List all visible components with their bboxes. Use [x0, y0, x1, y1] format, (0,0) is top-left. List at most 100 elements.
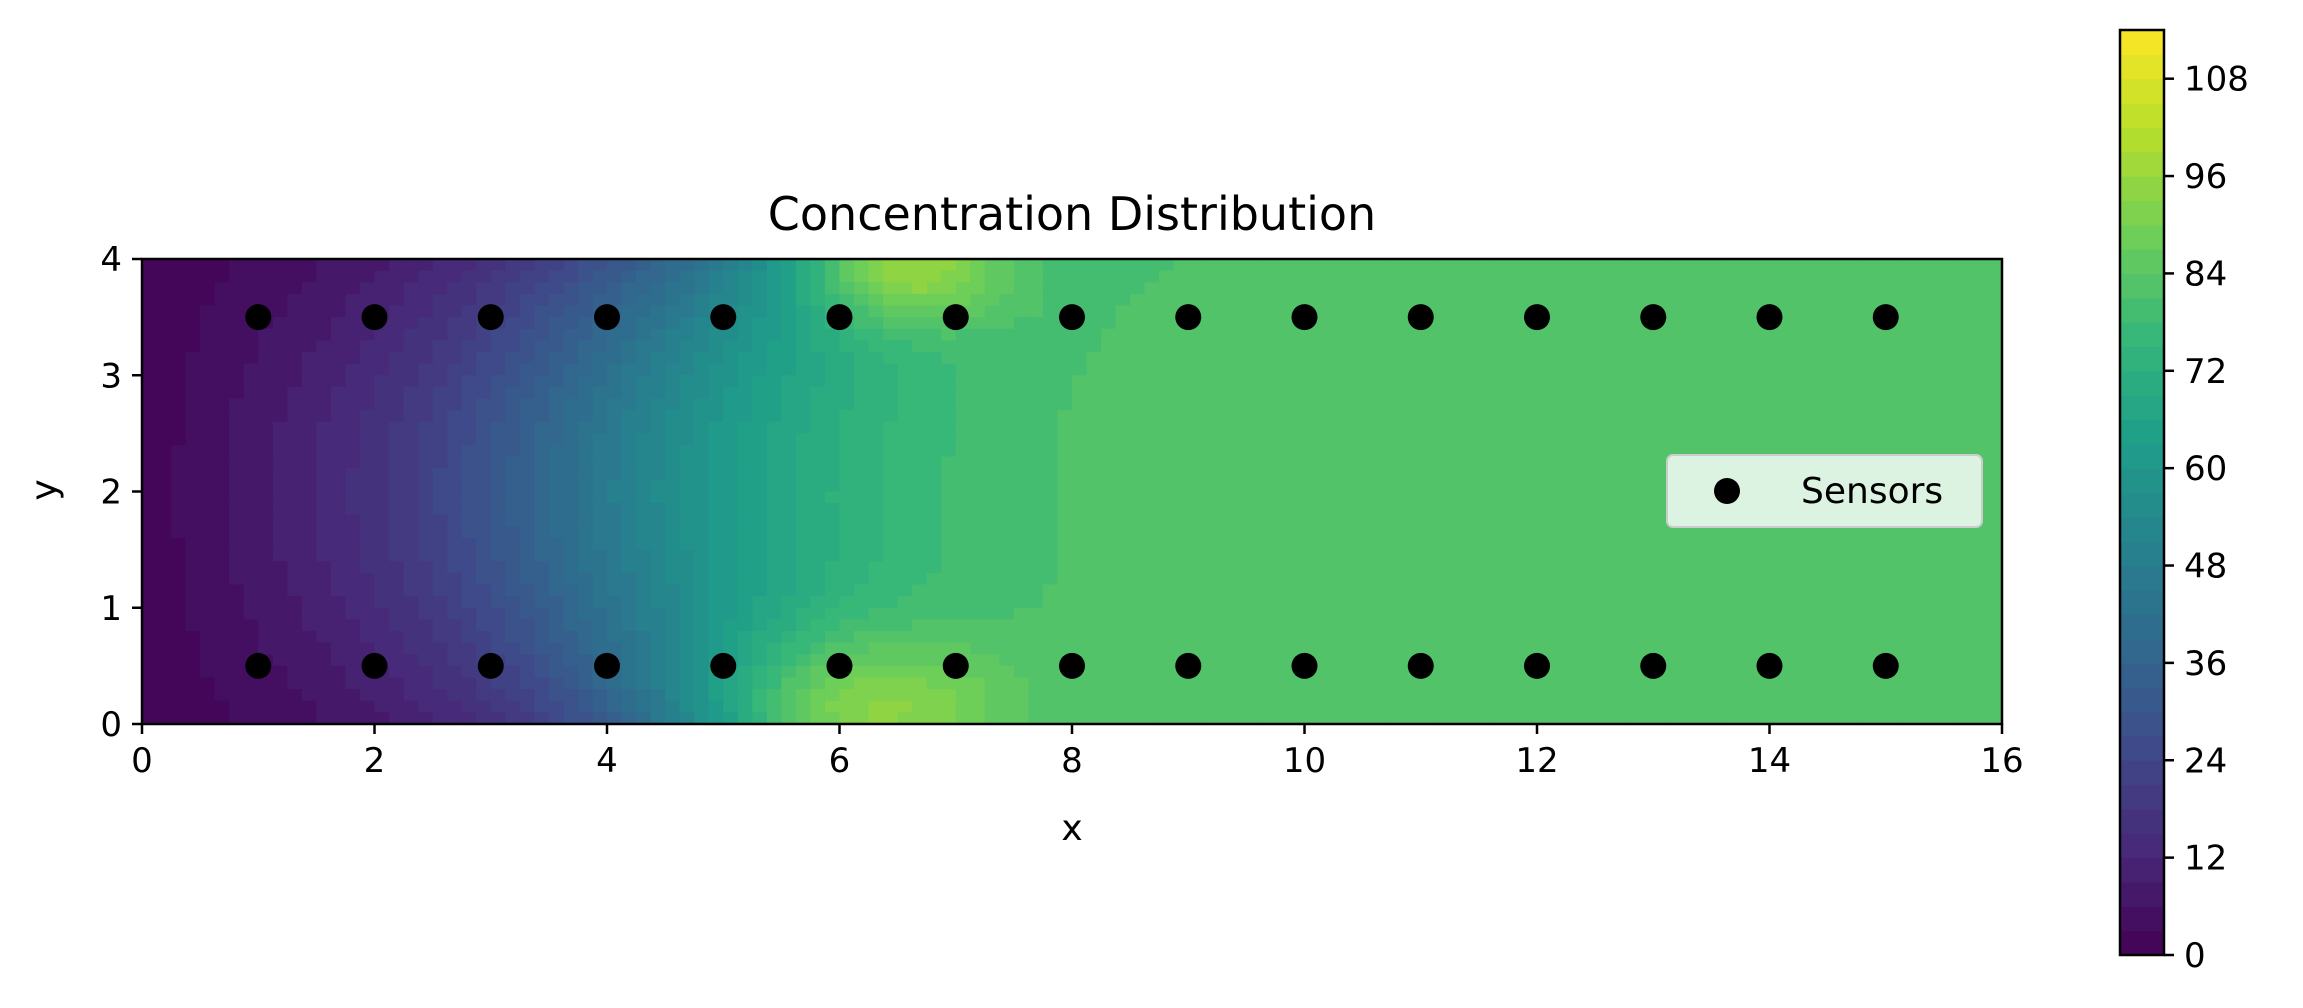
heatmap-cell [941, 433, 957, 446]
heatmap-cell [1333, 363, 1349, 376]
heatmap-cell [1042, 503, 1059, 516]
heatmap-cell [447, 328, 463, 341]
heatmap-cell [839, 421, 855, 434]
heatmap-cell [1696, 386, 1712, 400]
heatmap-cell [592, 282, 608, 295]
heatmap-cell [781, 456, 797, 469]
heatmap-cell [330, 491, 347, 504]
heatmap-cell [752, 538, 768, 551]
heatmap-cell [447, 631, 463, 644]
heatmap-cell [723, 689, 739, 702]
heatmap-cell [1682, 375, 1698, 388]
heatmap-cell [1566, 514, 1582, 527]
heatmap-cell [461, 445, 477, 458]
heatmap-cell [1042, 282, 1059, 295]
heatmap-cell [185, 503, 201, 516]
heatmap-cell [1435, 665, 1451, 679]
heatmap-cell [316, 340, 332, 353]
heatmap-cell [941, 259, 957, 272]
heatmap-cell [1391, 584, 1407, 597]
heatmap-cell [461, 305, 477, 318]
heatmap-cell [1537, 526, 1553, 539]
heatmap-cell [1231, 538, 1247, 551]
heatmap-cell [1115, 607, 1131, 620]
heatmap-cell [854, 433, 870, 446]
heatmap-cell [694, 259, 710, 272]
heatmap-cell [1929, 561, 1945, 574]
heatmap-cell [897, 386, 913, 400]
heatmap-cell [1072, 363, 1088, 376]
heatmap-cell [1667, 619, 1683, 632]
heatmap-cell [1900, 607, 1916, 620]
heatmap-cell [1493, 491, 1509, 504]
heatmap-cell [258, 352, 274, 365]
heatmap-cell [665, 491, 681, 504]
heatmap-cell [737, 317, 753, 330]
heatmap-cell [1667, 386, 1683, 400]
heatmap-cell [1013, 282, 1030, 295]
heatmap-cell [1595, 642, 1611, 655]
heatmap-cell [999, 479, 1015, 493]
heatmap-cell [1798, 584, 1814, 597]
heatmap-cell [1377, 468, 1393, 481]
heatmap-cell [1057, 561, 1073, 574]
heatmap-cell [563, 317, 579, 330]
heatmap-cell [665, 654, 681, 667]
heatmap-cell [1173, 479, 1189, 493]
heatmap-cell [723, 607, 739, 620]
heatmap-cell [1028, 596, 1044, 609]
heatmap-cell [810, 642, 826, 655]
heatmap-cell [984, 479, 1000, 493]
heatmap-cell [1871, 572, 1887, 586]
heatmap-cell [1260, 642, 1277, 655]
heatmap-cell [345, 491, 361, 504]
heatmap-cell [1464, 619, 1480, 632]
heatmap-cell [926, 642, 942, 655]
heatmap-cell [824, 503, 841, 516]
heatmap-cell [171, 293, 187, 307]
heatmap-cell [1725, 375, 1742, 388]
heatmap-cell [752, 491, 768, 504]
heatmap-cell [1159, 352, 1175, 365]
heatmap-cell [272, 456, 288, 469]
heatmap-cell [243, 538, 259, 551]
heatmap-cell [185, 398, 201, 411]
heatmap-cell [1101, 293, 1117, 307]
heatmap-cell [1042, 584, 1059, 597]
heatmap-cell [185, 305, 201, 318]
heatmap-cell [171, 386, 187, 400]
heatmap-cell [1275, 491, 1291, 504]
heatmap-cell [301, 596, 317, 609]
heatmap-cell [142, 665, 158, 679]
heatmap-cell [854, 328, 870, 341]
heatmap-cell [1478, 538, 1495, 551]
heatmap-cell [418, 328, 434, 341]
heatmap-cell [1217, 259, 1233, 272]
heatmap-cell [1188, 456, 1204, 469]
heatmap-cell [243, 689, 259, 702]
heatmap-cell [1377, 293, 1393, 307]
heatmap-cell [1101, 305, 1117, 318]
heatmap-cell [1028, 410, 1044, 423]
heatmap-cell [1624, 631, 1640, 644]
heatmap-cell [374, 619, 390, 632]
heatmap-cell [854, 561, 870, 574]
heatmap-cell [1289, 352, 1306, 365]
heatmap-cell [1522, 363, 1538, 376]
heatmap-cell [665, 665, 681, 679]
heatmap-cell [1464, 445, 1480, 458]
heatmap-cell [723, 386, 739, 400]
heatmap-cell [824, 386, 841, 400]
heatmap-cell [1507, 700, 1524, 713]
heatmap-cell [955, 352, 971, 365]
heatmap-cell [650, 363, 666, 376]
heatmap-cell [592, 386, 608, 400]
heatmap-cell [1042, 410, 1059, 423]
heatmap-cell [766, 503, 782, 516]
heatmap-cell [795, 445, 812, 458]
heatmap-cell [461, 433, 477, 446]
heatmap-cell [1319, 282, 1335, 295]
heatmap-cell [432, 491, 448, 504]
heatmap-cell [926, 607, 942, 620]
heatmap-cell [1493, 607, 1509, 620]
